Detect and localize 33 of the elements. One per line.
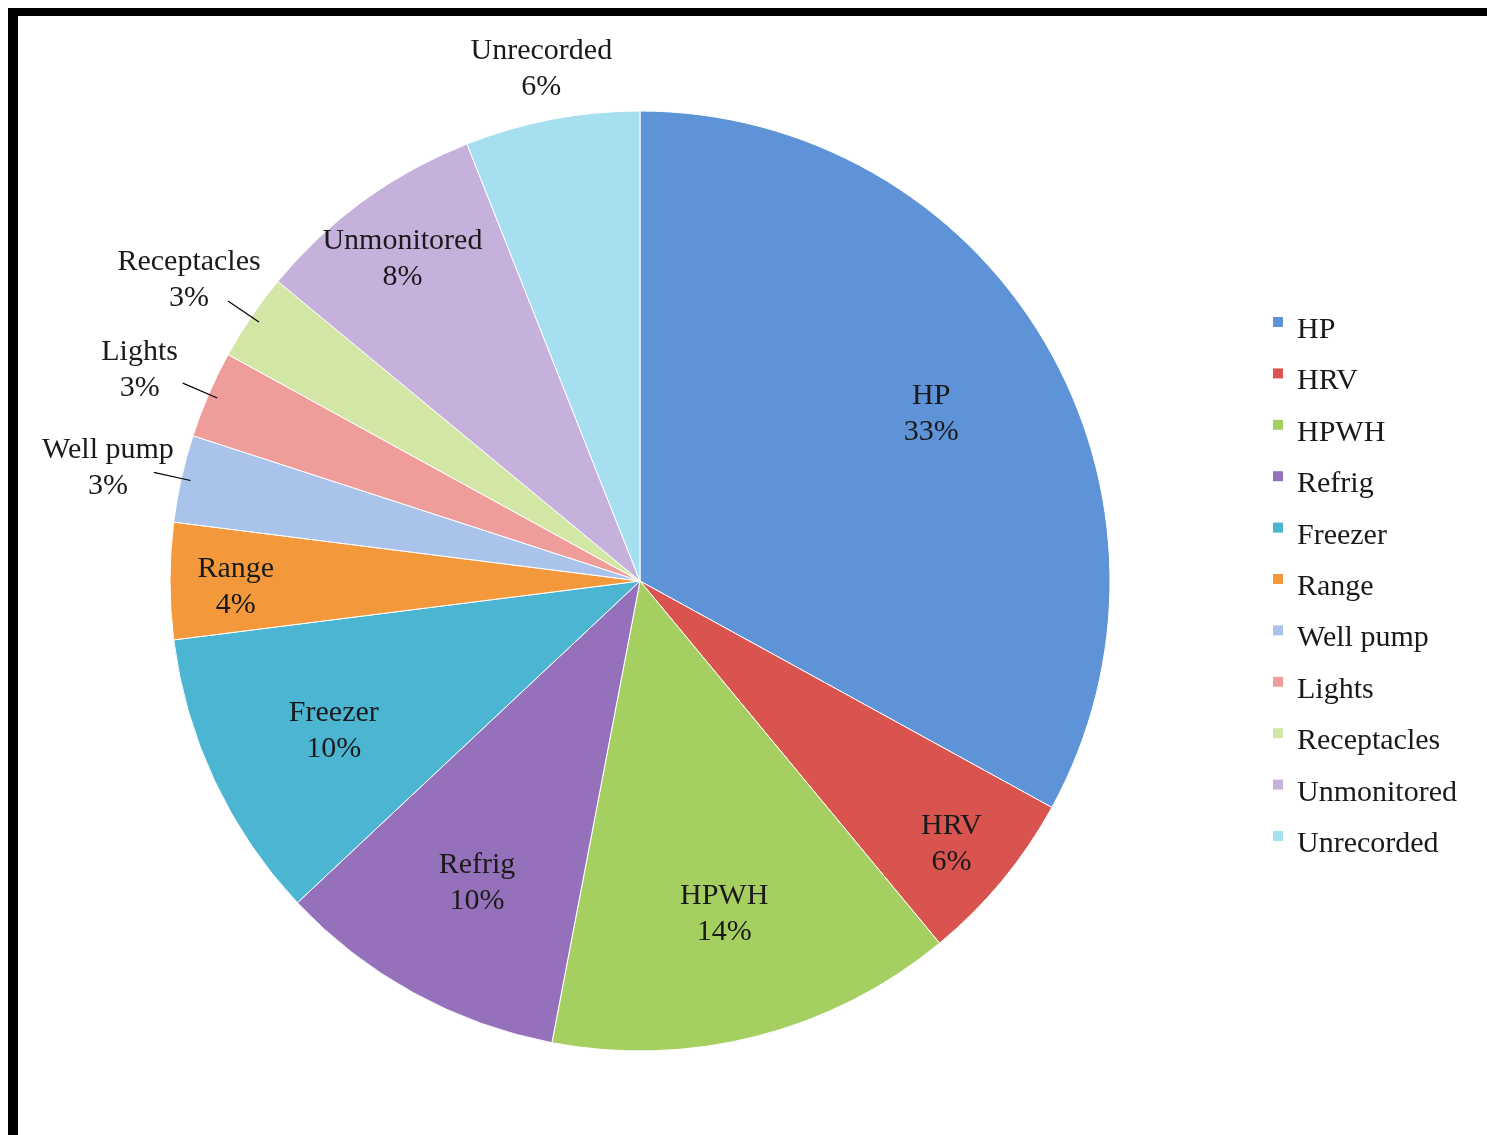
slice-label: Well pump — [42, 430, 174, 464]
data-label: 6% — [521, 68, 562, 102]
data-label: 3% — [87, 466, 128, 500]
legend-label: Unmonitored — [1297, 773, 1457, 807]
slice-label: HPWH — [679, 877, 769, 911]
slice-label: Unmonitored — [322, 222, 483, 256]
legend-label: Well pump — [1297, 619, 1429, 653]
legend-label: HRV — [1297, 362, 1359, 396]
slice-label: Lights — [101, 332, 178, 366]
legend-label: Receptacles — [1297, 722, 1441, 756]
data-label: 4% — [215, 585, 256, 619]
slice-label: Unrecorded — [470, 32, 613, 66]
slice-label: Receptacles — [117, 243, 261, 277]
slice-label: Freezer — [288, 693, 379, 727]
legend-label: Range — [1297, 568, 1374, 601]
slice-label: HP — [912, 377, 951, 411]
data-label: 3% — [169, 279, 210, 313]
legend-label: HP — [1297, 311, 1336, 344]
legend-label: HPWH — [1297, 413, 1386, 447]
data-label: 6% — [931, 843, 972, 877]
data-label: 10% — [449, 882, 505, 916]
slice-label: Range — [197, 549, 275, 583]
data-label: 8% — [382, 258, 423, 292]
data-label: 10% — [306, 729, 362, 763]
data-label: 14% — [696, 913, 752, 947]
data-label: 33% — [903, 413, 959, 447]
data-label: 3% — [119, 368, 160, 402]
legend-label: Freezer — [1297, 516, 1387, 550]
slice-label: HRV — [920, 807, 983, 841]
legend-label: Unrecorded — [1297, 825, 1439, 858]
legend-label: Refrig — [1297, 465, 1374, 499]
legend-label: Lights — [1297, 670, 1374, 704]
slice-label: Refrig — [438, 846, 516, 880]
